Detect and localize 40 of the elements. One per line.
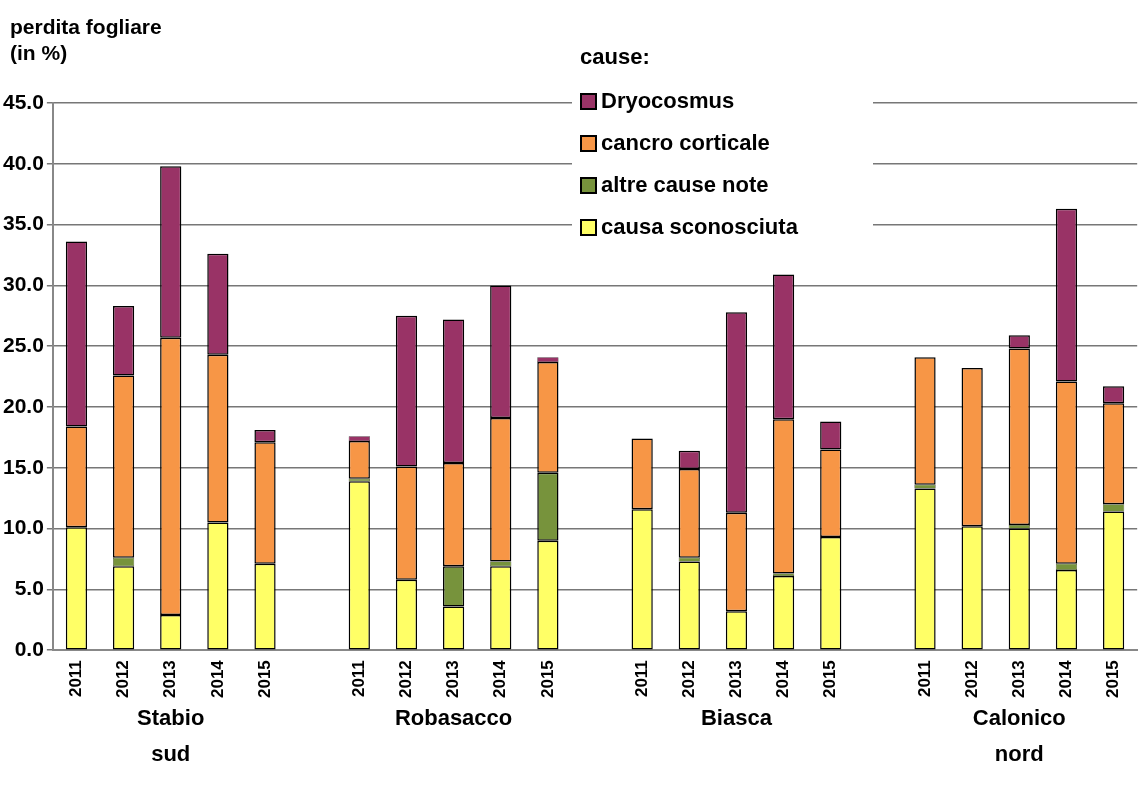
legend-title: cause: <box>580 44 651 70</box>
legend-label: altre cause note <box>601 172 769 198</box>
x-tick-label: 2012 <box>961 660 981 699</box>
x-tick-label: 2011 <box>348 660 368 698</box>
x-tick-label: 2013 <box>443 660 463 699</box>
text: Biasca <box>699 704 773 732</box>
x-tick-label: 2014 <box>490 659 510 699</box>
y-tick-label: 30.0 <box>3 272 44 296</box>
x-tick-label: 2012 <box>113 660 133 699</box>
y-tick-label: 25.0 <box>3 332 44 356</box>
x-tick-label: 2014 <box>773 659 793 699</box>
y-tick-label: 15.0 <box>3 454 44 478</box>
x-tick-label: 2011 <box>66 660 86 698</box>
x-tick-label: 2015 <box>820 660 840 699</box>
legend-label: causa sconosciuta <box>601 214 798 240</box>
y-tick-label: 35.0 <box>3 211 44 235</box>
x-tick-label: 2013 <box>160 660 180 699</box>
x-tick-label: 2014 <box>1056 659 1076 699</box>
x-tick-label: 2012 <box>396 660 416 699</box>
x-tick-label: 2015 <box>254 660 274 699</box>
x-tick-label: 2015 <box>1103 660 1123 699</box>
x-tick-label: 2012 <box>679 660 698 699</box>
legend-label: Dryocosmus <box>601 88 735 114</box>
x-tick-label: 2014 <box>207 659 227 699</box>
x-tick-label: 2013 <box>726 660 746 699</box>
x-tick-label: 2013 <box>1009 660 1028 699</box>
legend-label: cancro corticale <box>601 130 770 156</box>
y-tick-label: 10.0 <box>3 515 44 539</box>
x-tick-label: 2011 <box>914 660 934 698</box>
y-tick-label: 0.0 <box>14 636 44 660</box>
x-tick-label: 2015 <box>537 660 557 699</box>
text: Robasacco <box>393 704 514 732</box>
x-tick-label: 2011 <box>631 660 651 698</box>
y-tick-label: 20.0 <box>3 393 44 417</box>
text: Calonico nord <box>971 704 1067 768</box>
text: Stabio sud <box>136 704 206 768</box>
y-axis-title: perdita fogliare (in %) <box>10 14 163 66</box>
y-tick-label: 45.0 <box>3 89 44 113</box>
y-tick-label: 40.0 <box>3 150 44 174</box>
y-tick-label: 5.0 <box>14 576 44 600</box>
